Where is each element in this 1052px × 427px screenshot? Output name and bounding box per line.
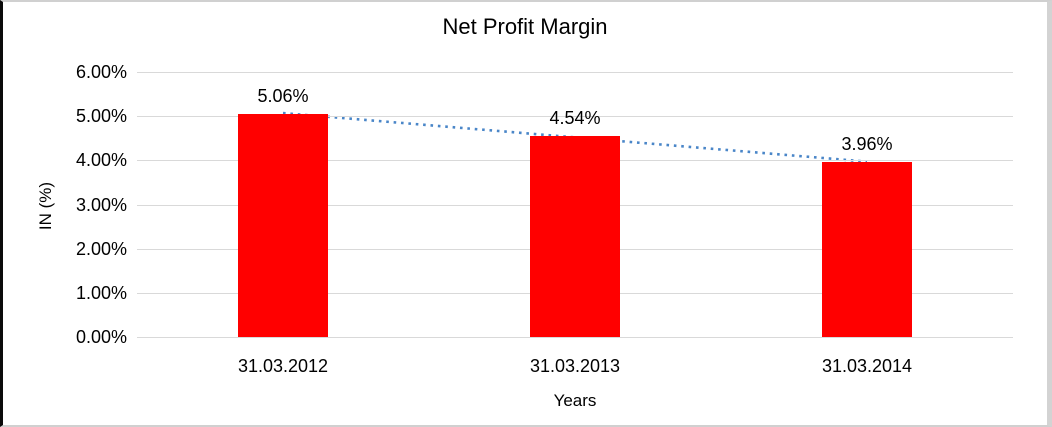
y-tick-label: 6.00% bbox=[75, 62, 127, 82]
plot-area: 5.06% 4.54% 3.96% bbox=[137, 72, 1013, 338]
x-tick-label: 31.03.2012 bbox=[237, 356, 329, 376]
x-axis-title: Years bbox=[553, 391, 597, 410]
trendline bbox=[282, 111, 868, 163]
gridline bbox=[137, 337, 1013, 338]
chart-title: Net Profit Margin bbox=[442, 14, 608, 39]
y-tick-label: 1.00% bbox=[75, 282, 127, 303]
bar bbox=[530, 136, 620, 337]
y-tick-label: 0.00% bbox=[75, 327, 127, 347]
y-tick-label: 2.00% bbox=[75, 238, 127, 259]
bar-slot: 5.06% bbox=[137, 72, 429, 337]
bar-data-label: 3.96% bbox=[841, 134, 893, 155]
bar bbox=[822, 162, 912, 337]
y-tick-label: 4.00% bbox=[75, 150, 127, 171]
y-tick-label: 3.00% bbox=[75, 194, 127, 215]
bar bbox=[238, 113, 328, 337]
bar-data-label: 5.06% bbox=[257, 85, 309, 106]
gridline bbox=[137, 72, 1013, 73]
bar-data-label: 4.54% bbox=[549, 108, 601, 129]
bar-slot: 4.54% bbox=[429, 72, 721, 337]
x-tick-label: 31.03.2014 bbox=[821, 356, 913, 376]
x-tick-label: 31.03.2013 bbox=[529, 356, 621, 376]
bar-slot: 3.96% bbox=[721, 72, 1013, 337]
gridline bbox=[137, 116, 1013, 118]
y-tick-label: 5.00% bbox=[75, 106, 127, 127]
